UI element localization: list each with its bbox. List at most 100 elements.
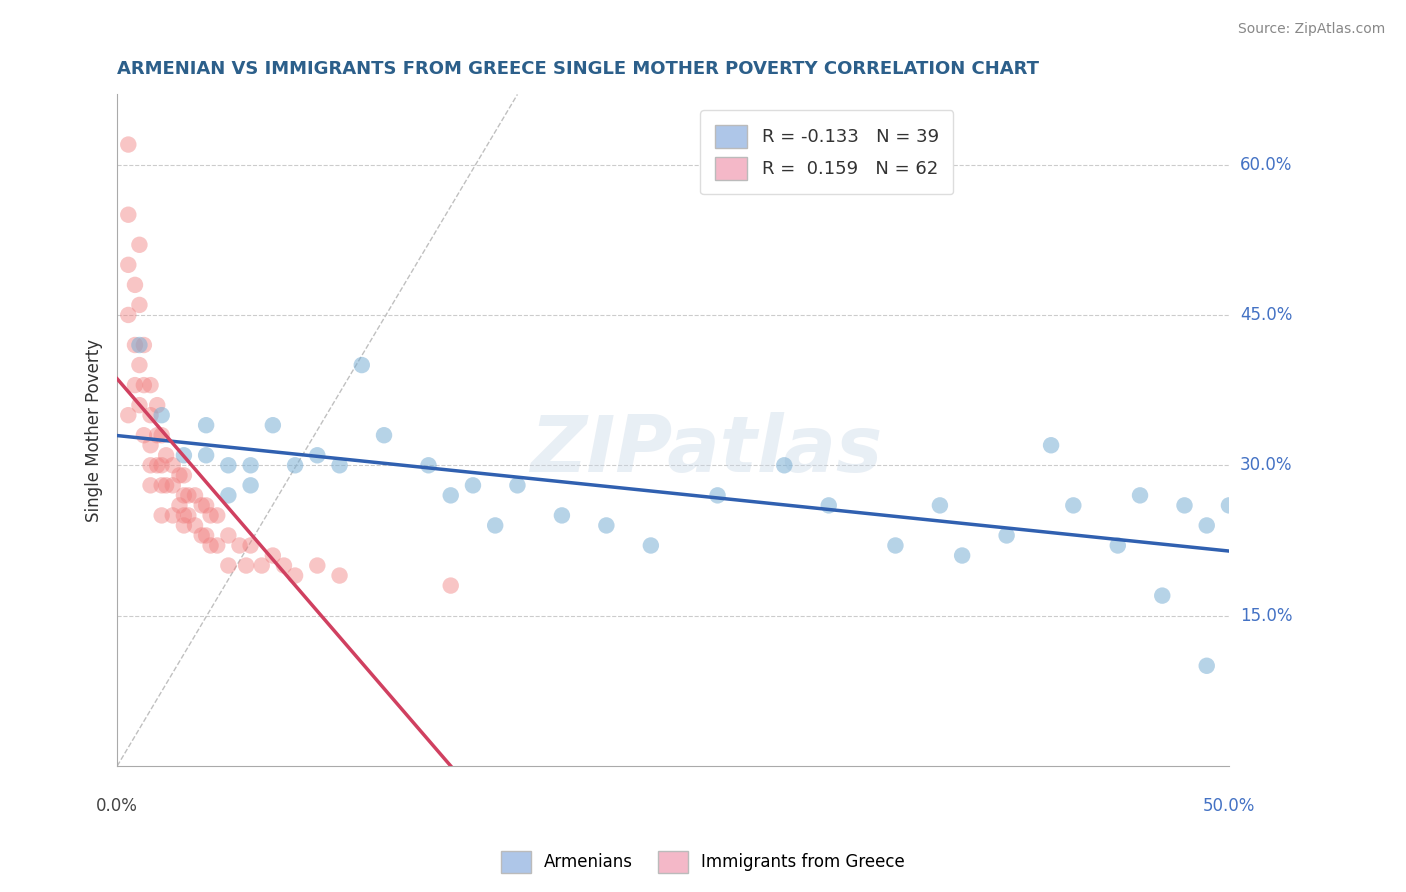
Point xyxy=(173,468,195,483)
Point xyxy=(706,488,728,502)
Point xyxy=(1173,499,1195,513)
Point xyxy=(239,458,262,473)
Point xyxy=(173,518,195,533)
Point xyxy=(139,458,162,473)
Point xyxy=(817,499,839,513)
Point xyxy=(150,458,173,473)
Point xyxy=(307,448,329,462)
Point xyxy=(250,558,273,573)
Point xyxy=(162,508,184,523)
Point xyxy=(640,539,662,553)
Point xyxy=(217,488,239,502)
Point xyxy=(190,499,212,513)
Point xyxy=(139,438,162,452)
Point xyxy=(307,558,329,573)
Point xyxy=(117,208,139,222)
Point xyxy=(506,478,529,492)
Point xyxy=(155,448,177,462)
Text: ZIPatlas: ZIPatlas xyxy=(530,412,883,488)
Point xyxy=(200,508,222,523)
Text: 60.0%: 60.0% xyxy=(1240,155,1292,174)
Text: 0.0%: 0.0% xyxy=(96,797,138,814)
Point xyxy=(124,277,146,292)
Point xyxy=(1152,589,1174,603)
Point xyxy=(177,508,200,523)
Point xyxy=(169,468,191,483)
Point xyxy=(461,478,484,492)
Point xyxy=(328,568,350,582)
Point xyxy=(124,378,146,392)
Text: ARMENIAN VS IMMIGRANTS FROM GREECE SINGLE MOTHER POVERTY CORRELATION CHART: ARMENIAN VS IMMIGRANTS FROM GREECE SINGL… xyxy=(117,60,1039,78)
Text: 30.0%: 30.0% xyxy=(1240,457,1292,475)
Point xyxy=(950,549,973,563)
Point xyxy=(155,478,177,492)
Point xyxy=(195,528,218,542)
Point xyxy=(150,508,173,523)
Point xyxy=(373,428,395,442)
Point xyxy=(162,458,184,473)
Point xyxy=(117,308,139,322)
Point xyxy=(1195,518,1218,533)
Legend: R = -0.133   N = 39, R =  0.159   N = 62: R = -0.133 N = 39, R = 0.159 N = 62 xyxy=(700,111,953,194)
Point xyxy=(162,478,184,492)
Point xyxy=(132,338,155,352)
Point xyxy=(207,539,229,553)
Point xyxy=(139,378,162,392)
Point xyxy=(173,508,195,523)
Point xyxy=(595,518,617,533)
Point xyxy=(273,558,295,573)
Point xyxy=(173,488,195,502)
Text: Source: ZipAtlas.com: Source: ZipAtlas.com xyxy=(1237,22,1385,37)
Point xyxy=(328,458,350,473)
Point xyxy=(173,448,195,462)
Point xyxy=(773,458,796,473)
Point xyxy=(1062,499,1084,513)
Point xyxy=(1218,499,1240,513)
Text: 15.0%: 15.0% xyxy=(1240,607,1292,624)
Point xyxy=(207,508,229,523)
Point xyxy=(128,298,150,312)
Point xyxy=(195,448,218,462)
Point xyxy=(350,358,373,372)
Point xyxy=(117,137,139,152)
Point xyxy=(228,539,250,553)
Point xyxy=(1107,539,1129,553)
Point xyxy=(440,488,463,502)
Point xyxy=(884,539,907,553)
Point xyxy=(262,418,284,433)
Point xyxy=(284,458,307,473)
Point xyxy=(132,428,155,442)
Point xyxy=(146,398,169,412)
Point xyxy=(200,539,222,553)
Point xyxy=(190,528,212,542)
Point xyxy=(146,428,169,442)
Point xyxy=(150,408,173,422)
Y-axis label: Single Mother Poverty: Single Mother Poverty xyxy=(86,339,103,522)
Point xyxy=(128,358,150,372)
Point xyxy=(418,458,440,473)
Point xyxy=(139,408,162,422)
Point xyxy=(262,549,284,563)
Point xyxy=(150,428,173,442)
Point xyxy=(235,558,257,573)
Point xyxy=(124,338,146,352)
Point xyxy=(195,418,218,433)
Point xyxy=(150,478,173,492)
Point xyxy=(128,237,150,252)
Point xyxy=(139,478,162,492)
Point xyxy=(284,568,307,582)
Point xyxy=(440,578,463,592)
Point xyxy=(169,499,191,513)
Point xyxy=(217,558,239,573)
Point xyxy=(239,539,262,553)
Point xyxy=(184,518,207,533)
Point xyxy=(239,478,262,492)
Point xyxy=(1129,488,1152,502)
Point xyxy=(217,528,239,542)
Legend: Armenians, Immigrants from Greece: Armenians, Immigrants from Greece xyxy=(494,845,912,880)
Point xyxy=(928,499,950,513)
Point xyxy=(484,518,506,533)
Point xyxy=(117,408,139,422)
Point xyxy=(128,398,150,412)
Point xyxy=(177,488,200,502)
